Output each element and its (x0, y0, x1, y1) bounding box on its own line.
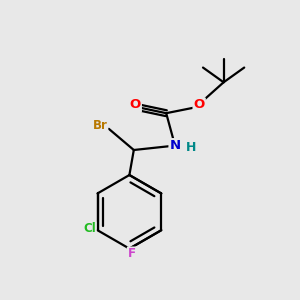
Text: Br: Br (92, 119, 107, 132)
Text: H: H (186, 141, 196, 154)
Text: F: F (128, 248, 136, 260)
Text: Cl: Cl (83, 222, 96, 235)
Text: O: O (194, 98, 205, 111)
Text: N: N (169, 139, 181, 152)
Text: O: O (130, 98, 141, 111)
